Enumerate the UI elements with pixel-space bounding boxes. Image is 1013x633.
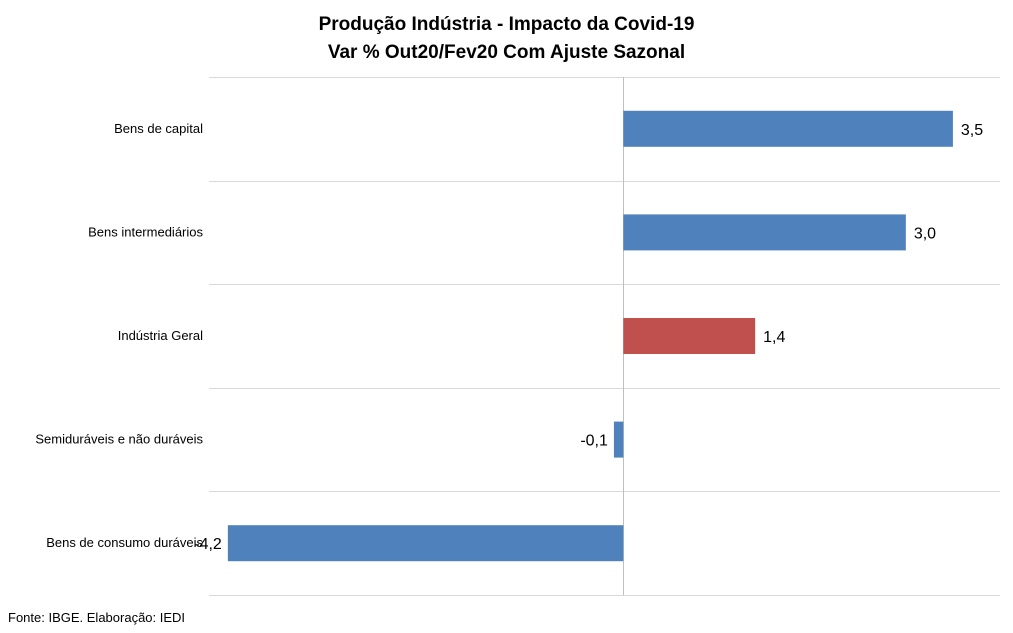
bar-4	[227, 525, 624, 562]
value-label: 3,5	[961, 122, 983, 139]
category-label: Bens de capital	[114, 121, 203, 136]
category-label: Bens intermediários	[88, 224, 203, 239]
bar-2	[623, 318, 756, 354]
value-label: 1,4	[763, 329, 785, 346]
category-label: Semiduráveis e não duráveis	[35, 432, 203, 447]
value-label: -4,2	[194, 536, 222, 553]
category-label: Indústria Geral	[118, 328, 203, 343]
chart-title: Produção Indústria - Impacto da Covid-19	[318, 14, 695, 35]
chart-subtitle: Var % Out20/Fev20 Com Ajuste Sazonal	[327, 42, 686, 63]
bar-1	[623, 214, 906, 251]
source-note: Fonte: IBGE. Elaboração: IEDI	[8, 610, 186, 625]
bar-0	[623, 110, 953, 147]
category-label: Bens de consumo duráveis	[46, 535, 203, 550]
bar-3	[613, 421, 624, 458]
value-label: 3,0	[914, 225, 936, 242]
value-label: -0,1	[580, 433, 608, 450]
